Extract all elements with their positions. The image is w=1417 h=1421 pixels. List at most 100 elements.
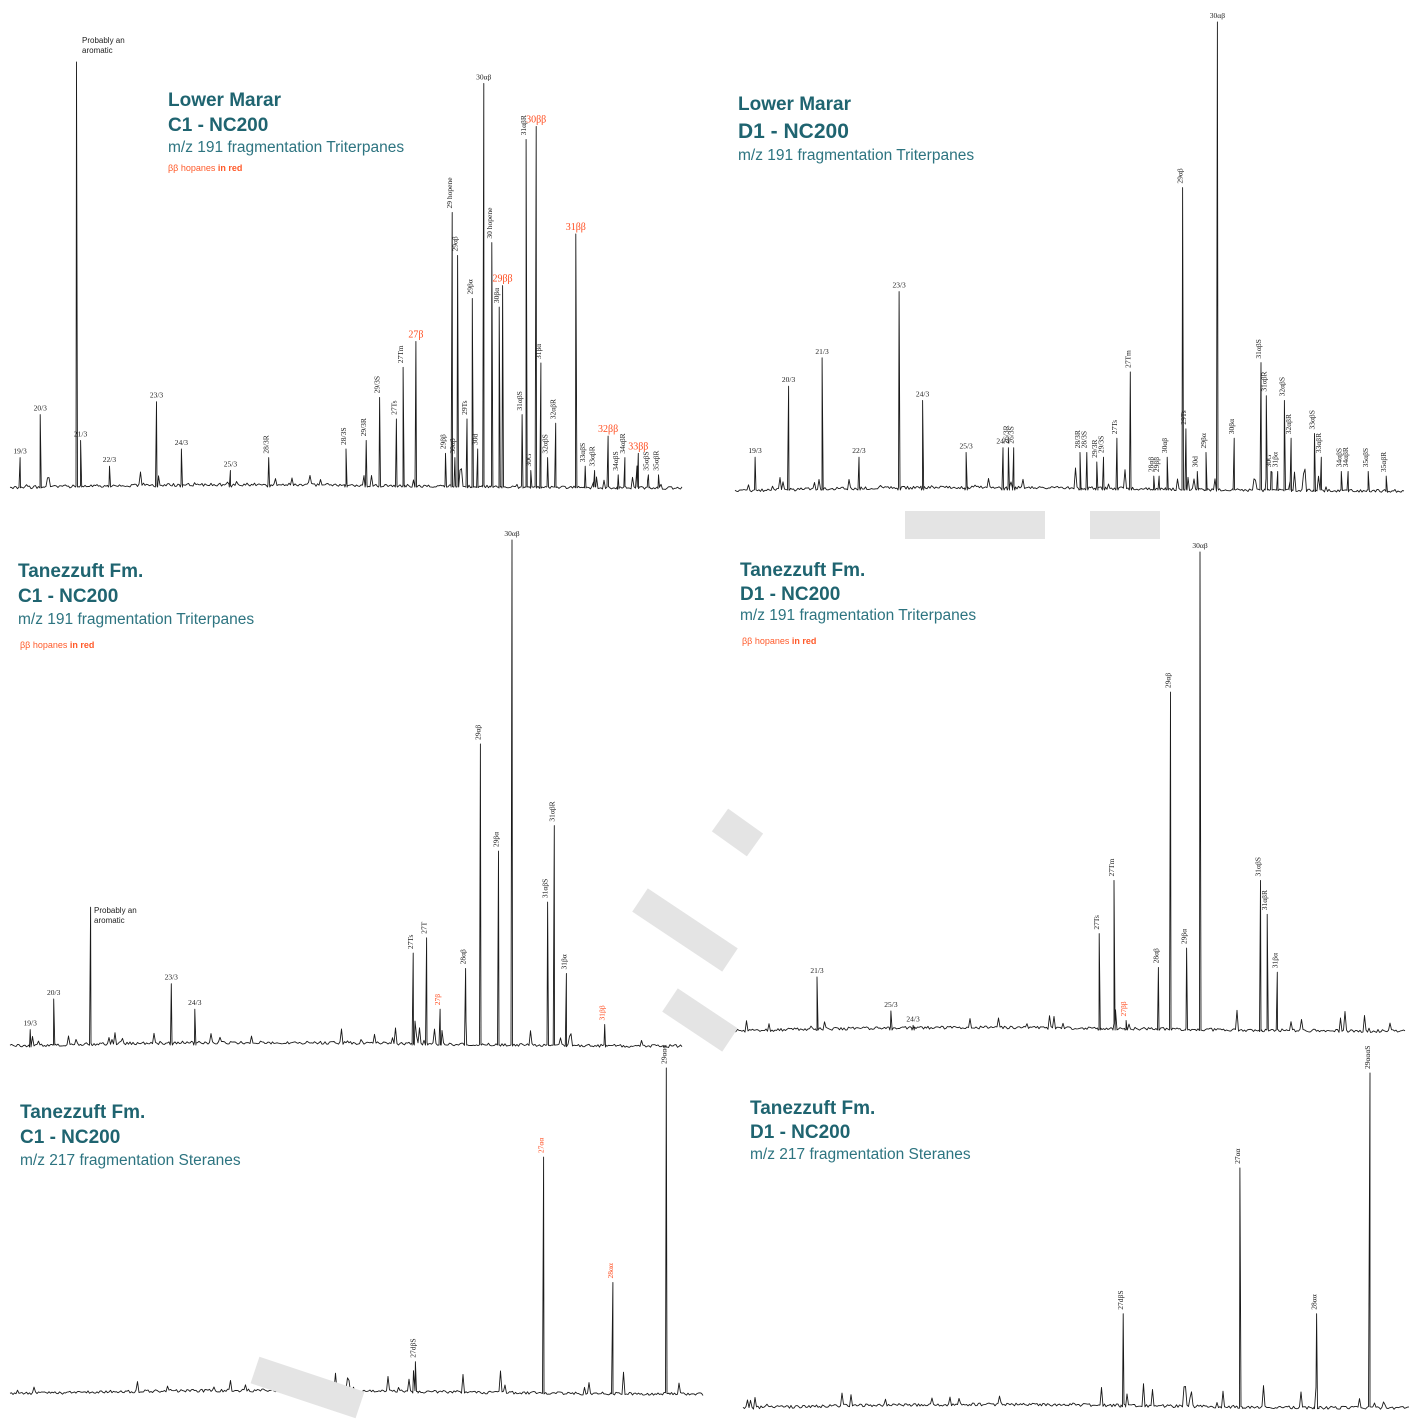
peak-label: 30βα [492, 288, 501, 303]
peak-label: 31βα [1270, 953, 1279, 968]
peak-label: 27Tm [1123, 350, 1132, 368]
panel-title-line1: Tanezzuft Fm. [18, 561, 144, 582]
panel-title-line2: C1 - NC200 [20, 1127, 121, 1148]
panel-subtitle: m/z 191 fragmentation Triterpanes [740, 607, 977, 624]
peak-label: 34αβR [1341, 447, 1350, 467]
peak-label: 29αβ [451, 236, 460, 251]
peak-label: 24/4 [996, 437, 1010, 446]
panel-title-line1: Tanezzuft Fm. [750, 1098, 876, 1119]
peak-label: 29/3R [359, 418, 368, 436]
trace-line [9, 1067, 704, 1396]
peak-label: 27Tm [1107, 858, 1116, 876]
peak-label: 24/3 [175, 438, 189, 447]
peak-label: 19/3 [13, 447, 27, 456]
peak-label: 26/3R [1001, 425, 1010, 443]
peak-label: 30αβ [1210, 11, 1225, 20]
peak-label: 28/3S [1080, 431, 1089, 449]
peak-label: 21/3 [810, 966, 824, 975]
peak-label: 27dβS [408, 1338, 417, 1357]
peak-label: 32αβR [1284, 414, 1293, 434]
panel-title-line2: D1 - NC200 [740, 584, 841, 605]
peak-label: 25/3 [959, 441, 973, 450]
peak-label: 32αβS [1277, 377, 1286, 396]
peak-label: 19/3 [23, 1019, 37, 1028]
peak-label: 27Ts [389, 400, 398, 415]
chromatogram-1: 19/3 20/3 21/3 22/3 23/3 24/3 25/3 28/3R 28/3S 29… [9, 61, 683, 490]
peak-label: 31αβR [519, 115, 528, 135]
peak-label: 31αβS [541, 879, 550, 898]
peak-label: 29βα [1199, 433, 1208, 448]
peak-label: 24/3 [916, 389, 930, 398]
peak-label: 24/3 [188, 998, 202, 1007]
peak-label: 34αβS [1334, 448, 1343, 467]
panel-title-line2: C1 - NC200 [18, 586, 119, 607]
peak-label: 32αβR [549, 399, 558, 419]
peak-label: 27dβS [1116, 1290, 1125, 1309]
peak-label: 30αβ [476, 73, 491, 82]
panel-title-line1: Tanezzuft Fm. [740, 560, 866, 581]
peak-label: 28/3R [1073, 430, 1082, 448]
peak-label: 27Ts [1092, 915, 1101, 930]
peak-label: 28αα [606, 1263, 615, 1278]
peak-label: 29αβ [473, 725, 482, 740]
peak-label: 29Ts [1179, 410, 1188, 425]
peak-label: 23/3 [892, 281, 906, 290]
peak-label: 29ββ [1152, 457, 1161, 472]
peak-label: 26/3S [1007, 426, 1016, 444]
peak-label: 28αβ [1147, 457, 1156, 472]
panel-note: ββ hopanes in red [168, 163, 243, 173]
peak-label: 23/3 [150, 391, 164, 400]
panel-subtitle: m/z 191 fragmentation Triterpanes [738, 147, 975, 164]
peak-label: 30ββ [526, 115, 546, 126]
trace-line [9, 61, 683, 490]
peak-label: 34αβR [618, 433, 627, 453]
panel-title-line1: Tanezzuft Fm. [20, 1102, 146, 1123]
peak-label: 29Ts [460, 400, 469, 415]
peak-label: 30G [524, 453, 533, 467]
peak-label: 30d [1190, 456, 1199, 468]
panel-title-line1: Lower Marar [738, 94, 851, 115]
chromatogram-3: 19/3 20/3 23/3 24/3 27Ts 27T 27β 28αβ 29αβ 29βα 30… [9, 529, 683, 1048]
peak-label: 29 hopene [445, 177, 454, 209]
peak-label: 33αβR [1314, 433, 1323, 453]
peak-label: 35αβR [651, 451, 660, 471]
peak-label: 32αβS [541, 434, 550, 453]
peak-label: 30αβ [504, 529, 519, 538]
chromatogram-4: 21/3 25/3 24/3 27Ts 27Tm 27ββ 28αβ 29αβ 29βα 30αβ… [732, 541, 1406, 1033]
panel-subtitle: m/z 217 fragmentation Steranes [750, 1146, 971, 1163]
peak-label: 29αααS [1363, 1046, 1372, 1069]
trace-line [734, 21, 1405, 493]
peak-label: 28αβ [1151, 948, 1160, 963]
panel-title-line2: C1 - NC200 [168, 115, 269, 136]
peak-label: 22/3 [103, 455, 117, 464]
peak-label: 31αβS [1254, 339, 1263, 358]
peak-label: 29/3R [1090, 440, 1099, 458]
peak-label: 35αβS [641, 451, 650, 470]
peak-label: 20/3 [34, 404, 48, 413]
peak-label: 27T [420, 921, 429, 934]
peak-label: 28/3S [339, 427, 348, 445]
peak-label: 21/3 [815, 347, 829, 356]
peak-label: 31βα [534, 344, 543, 359]
aromatic-annotation: Probably an aromatic [94, 906, 137, 925]
peak-label: 30αβ [1192, 541, 1207, 550]
peak-label: 30d [471, 434, 480, 446]
peak-label: 33αβS [1308, 410, 1317, 429]
peak-label: 30αβ [448, 438, 457, 453]
peak-label: 31ββ [598, 1005, 607, 1020]
peak-label: 29ααα [659, 1045, 668, 1064]
peak-label: 31αβR [547, 801, 556, 821]
peak-label: 29ββ [492, 274, 512, 285]
peak-label: 29/3S [1097, 436, 1106, 454]
peak-label: 32ββ [598, 424, 618, 435]
chromatogram-6: 27dβS 27αα 28αα 29αααS [742, 1046, 1410, 1410]
peak-label: 27Ts [406, 935, 415, 950]
peak-label: 27ββ [1119, 1001, 1128, 1016]
peak-label: 25/3 [224, 460, 238, 469]
peak-label: 20/3 [782, 375, 796, 384]
panel-subtitle: m/z 191 fragmentation Triterpanes [168, 139, 405, 156]
peak-label: 30G [1264, 454, 1273, 468]
peak-label: 28αα [1310, 1294, 1319, 1309]
peak-label: 24/3 [906, 1014, 920, 1023]
